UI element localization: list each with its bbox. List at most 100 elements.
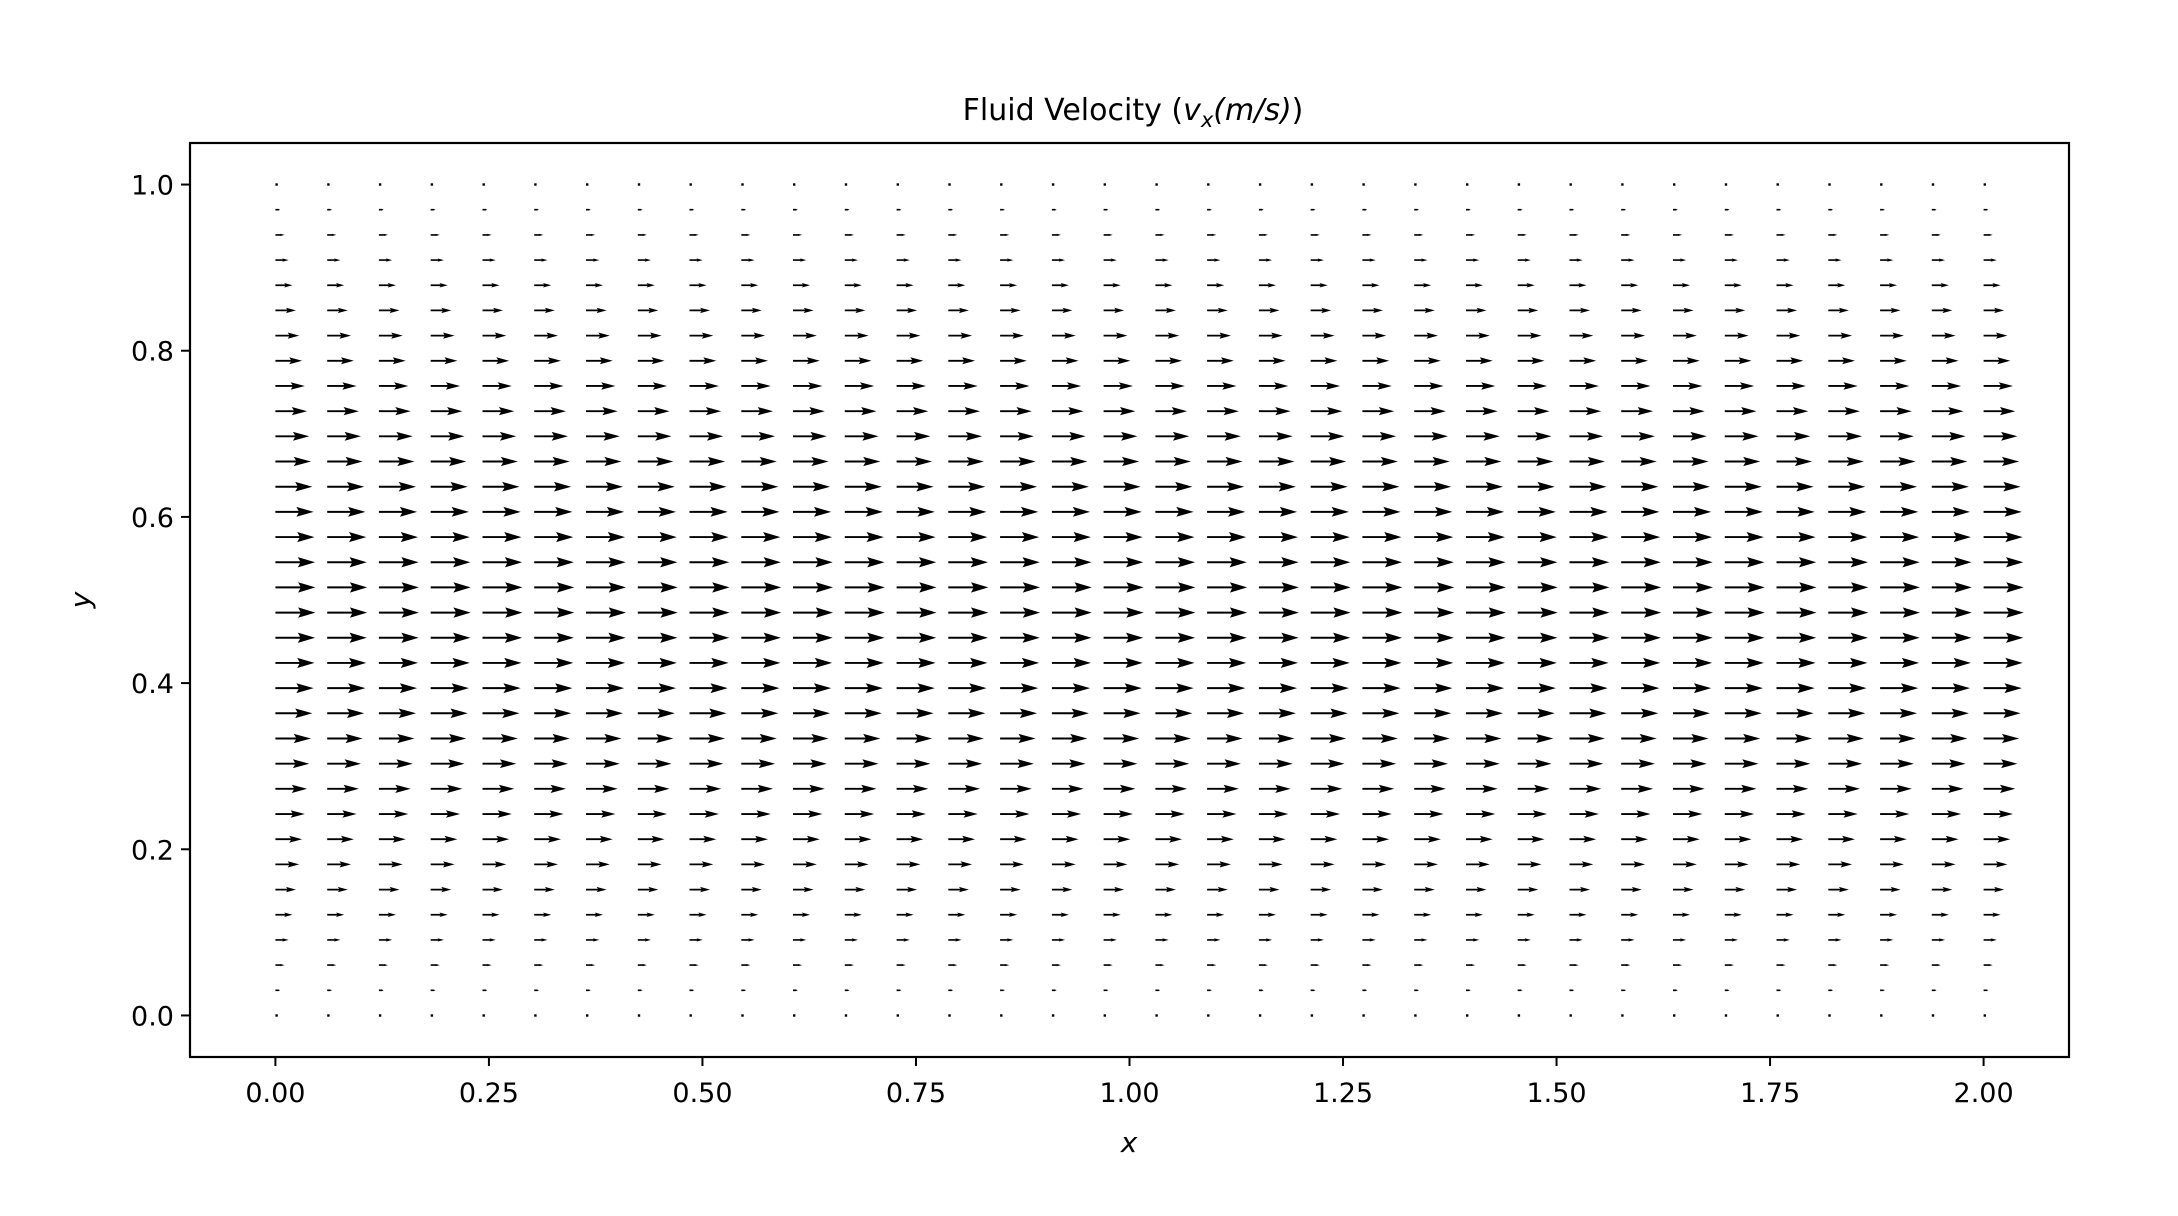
velocity-arrow [1569,407,1602,416]
velocity-arrow [586,506,625,517]
velocity-arrow [1931,332,1956,339]
velocity-arrow [1517,989,1523,992]
velocity-arrow [327,307,348,314]
velocity-arrow [1776,382,1806,390]
velocity-arrow [430,886,452,893]
velocity-arrow [1155,708,1193,719]
velocity-arrow [1621,607,1662,618]
velocity-arrow [1155,382,1185,390]
velocity-arrow [430,307,452,314]
velocity-arrow [1673,861,1697,868]
velocity-arrow [1362,357,1390,365]
velocity-arrow [1414,938,1428,942]
velocity-arrow [1103,810,1133,818]
velocity-arrow [482,506,521,517]
velocity-arrow [948,1014,951,1017]
velocity-arrow [378,733,415,744]
velocity-arrow [1880,912,1898,917]
velocity-arrow [1051,938,1066,942]
velocity-arrow [689,1014,692,1017]
velocity-arrow [1051,506,1091,517]
x-tick-label: 0.00 [245,1078,305,1109]
velocity-arrow [586,861,610,868]
velocity-arrow [1569,683,1608,694]
velocity-arrow [637,382,668,390]
velocity-arrow [1724,382,1755,390]
velocity-arrow [637,183,641,186]
velocity-arrow [1673,532,1713,543]
velocity-arrow [844,784,877,793]
velocity-arrow [430,208,436,211]
velocity-arrow [689,208,695,211]
velocity-arrow [1569,835,1597,843]
velocity-arrow [1931,258,1946,262]
velocity-arrow [1103,357,1131,365]
velocity-arrow [1000,208,1005,211]
velocity-arrow [896,938,910,942]
velocity-arrow [327,407,359,416]
velocity-arrow [637,989,643,992]
velocity-arrow [1207,733,1243,744]
velocity-arrow [948,208,953,211]
velocity-arrow [1673,481,1710,492]
velocity-arrow [1724,208,1730,211]
velocity-arrow [1310,233,1320,237]
velocity-arrow [1051,183,1055,186]
velocity-arrow [1828,557,1868,568]
velocity-arrow [482,431,517,441]
velocity-arrow [689,382,719,390]
velocity-arrow [1258,208,1264,211]
velocity-arrow [689,810,719,818]
velocity-arrow [741,357,768,365]
velocity-arrow [689,835,717,843]
velocity-arrow [586,886,607,893]
velocity-arrow [1466,683,1505,694]
velocity-arrow [430,683,469,694]
velocity-arrow [1466,307,1487,314]
velocity-arrow [741,307,762,314]
velocity-arrow [793,810,823,818]
velocity-arrow [793,233,803,237]
velocity-arrow [430,759,465,769]
velocity-arrow [1931,989,1937,992]
velocity-arrow [327,938,341,942]
velocity-arrow [1621,481,1659,492]
velocity-arrow [741,183,744,186]
velocity-arrow [793,886,814,893]
velocity-arrow [1673,733,1709,744]
velocity-arrow [1051,557,1092,568]
velocity-arrow [1673,283,1691,288]
velocity-arrow [1983,233,1993,237]
velocity-arrow [1207,382,1237,390]
velocity-arrow [1103,835,1131,843]
velocity-arrow [1051,208,1057,211]
velocity-arrow [1258,481,1296,492]
velocity-arrow [896,784,929,793]
velocity-arrow [1362,861,1387,868]
velocity-arrow [1414,886,1435,893]
velocity-arrow [948,683,987,694]
velocity-arrow [1103,632,1144,643]
velocity-arrow [482,557,523,568]
velocity-arrow [793,989,798,992]
velocity-arrow [1673,557,1713,568]
velocity-arrow [534,861,558,868]
velocity-arrow [844,708,882,719]
velocity-arrow [1880,183,1883,186]
velocity-arrow [534,431,568,441]
velocity-arrow [1569,607,1610,618]
velocity-arrow [275,759,310,769]
velocity-arrow [1931,912,1949,917]
velocity-arrow [275,733,311,744]
velocity-arrow [1466,938,1480,942]
velocity-arrow [534,759,568,769]
velocity-arrow [1776,657,1816,668]
velocity-arrow [1621,733,1657,744]
velocity-arrow [1051,683,1091,694]
velocity-arrow [586,759,620,769]
velocity-arrow [793,657,833,668]
velocity-arrow [793,759,827,769]
velocity-arrow [637,557,678,568]
velocity-arrow [586,481,623,492]
velocity-arrow [1828,886,1849,893]
